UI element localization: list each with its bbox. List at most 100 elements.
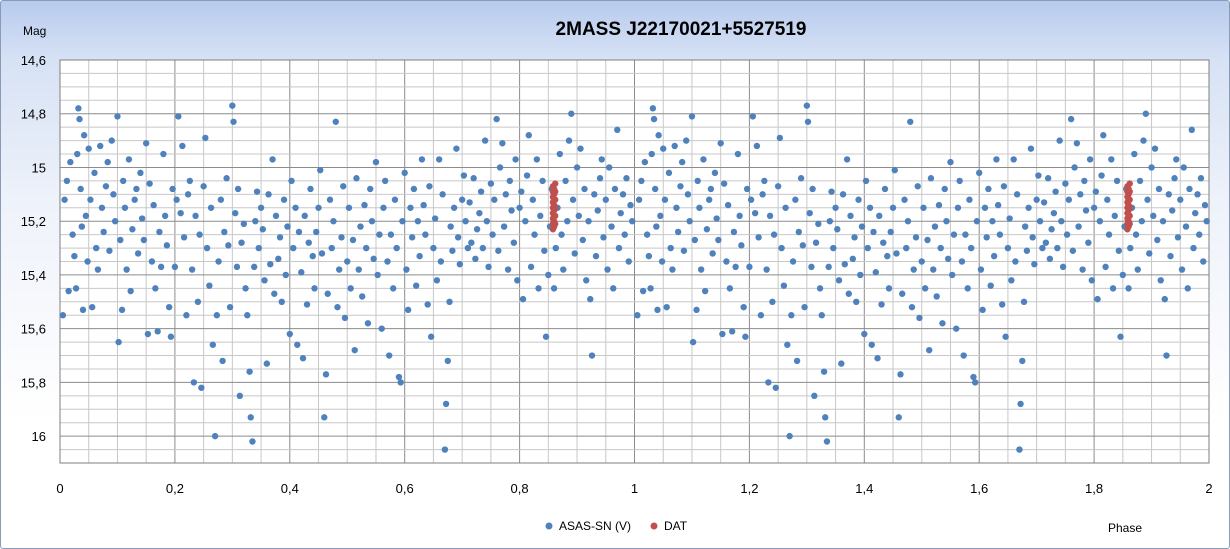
data-point	[887, 228, 894, 236]
data-point	[1100, 132, 1107, 139]
data-point	[1126, 188, 1133, 195]
data-point	[958, 258, 966, 265]
data-point	[1040, 199, 1048, 206]
data-point	[770, 231, 778, 238]
data-point	[249, 438, 256, 445]
data-point	[175, 113, 182, 120]
x-tick-label: 0,8	[511, 481, 529, 496]
data-point	[301, 212, 308, 220]
data-point	[481, 137, 489, 144]
data-point	[908, 303, 916, 311]
data-point	[1178, 266, 1186, 273]
data-point	[1108, 156, 1115, 163]
data-point	[993, 156, 1000, 163]
data-point	[623, 175, 630, 182]
data-point	[378, 325, 385, 332]
data-point	[874, 355, 881, 362]
data-point	[912, 234, 920, 241]
data-point	[247, 414, 254, 421]
data-point	[541, 247, 548, 254]
data-point	[804, 118, 812, 125]
data-point	[684, 191, 692, 198]
data-point	[420, 201, 427, 209]
data-point	[148, 258, 156, 265]
data-point	[328, 244, 335, 252]
data-point	[1010, 156, 1017, 163]
data-point	[734, 150, 742, 158]
data-point	[728, 328, 736, 335]
data-point	[542, 333, 550, 340]
data-point	[843, 156, 851, 163]
data-point	[1163, 352, 1170, 359]
data-point	[715, 236, 722, 244]
y-tick-label: 16	[32, 429, 46, 444]
data-point	[1109, 285, 1117, 292]
data-point	[226, 303, 234, 311]
data-point	[336, 266, 343, 273]
data-point	[862, 177, 870, 185]
data-point	[138, 215, 146, 222]
data-point	[994, 201, 1002, 209]
data-point	[1031, 260, 1038, 268]
data-point	[121, 204, 129, 211]
data-point	[84, 258, 91, 265]
data-point	[1184, 285, 1191, 292]
data-point	[242, 285, 249, 292]
data-point	[619, 191, 627, 198]
data-point	[1171, 175, 1178, 182]
data-point	[1035, 172, 1042, 179]
data-point	[931, 223, 939, 230]
data-point	[973, 218, 981, 225]
data-point	[581, 185, 588, 193]
data-point	[667, 244, 674, 252]
data-point	[276, 234, 284, 241]
data-point	[654, 306, 661, 314]
data-point	[689, 338, 697, 346]
data-point	[1071, 164, 1078, 171]
data-point	[1140, 137, 1147, 144]
data-point	[134, 250, 142, 257]
data-point	[552, 204, 559, 211]
data-point	[407, 204, 414, 211]
data-point	[966, 196, 973, 203]
data-point	[160, 150, 167, 158]
data-point	[267, 260, 274, 268]
data-point	[855, 196, 862, 203]
data-point	[956, 177, 963, 185]
data-point	[552, 212, 559, 220]
data-point	[259, 226, 266, 233]
data-point	[1094, 295, 1101, 303]
data-point	[473, 226, 481, 233]
data-point	[280, 196, 288, 203]
data-point	[638, 177, 645, 185]
data-point	[236, 392, 244, 400]
data-point	[363, 244, 370, 252]
data-point	[167, 333, 175, 340]
data-point	[1073, 140, 1081, 147]
data-point	[897, 371, 904, 378]
y-tick-label: 14,6	[21, 53, 46, 68]
data-point	[600, 234, 607, 241]
data-point	[324, 290, 331, 297]
data-point	[776, 134, 784, 142]
data-point	[1069, 247, 1077, 254]
data-point	[552, 244, 559, 252]
data-point	[751, 209, 759, 217]
data-point	[1105, 231, 1113, 238]
data-point	[1157, 277, 1164, 284]
data-point	[311, 285, 318, 292]
data-point	[493, 115, 500, 123]
data-point	[292, 204, 299, 211]
data-point	[485, 263, 492, 271]
data-point	[673, 204, 680, 211]
x-tick-label: 1,4	[855, 481, 873, 496]
data-point	[825, 263, 832, 271]
data-point	[1169, 207, 1176, 214]
data-point	[795, 228, 803, 236]
data-point	[976, 169, 983, 177]
data-point	[430, 244, 437, 252]
data-point	[127, 287, 134, 295]
data-point	[650, 115, 658, 123]
data-point	[696, 204, 703, 211]
